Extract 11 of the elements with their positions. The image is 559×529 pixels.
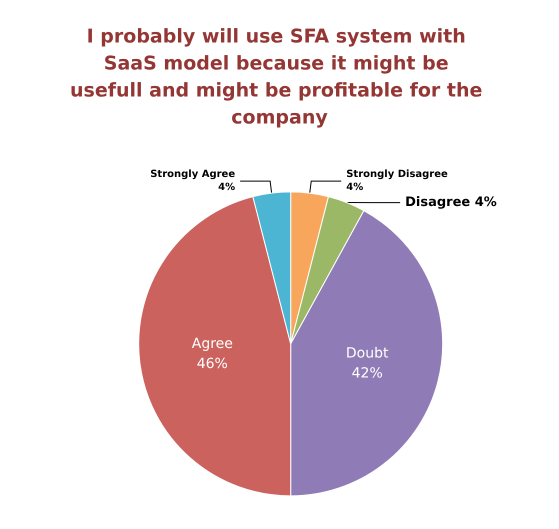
data-label: 42% <box>352 365 383 382</box>
slice-label: Strongly Agree <box>150 169 236 180</box>
slice-label: Agree <box>192 336 233 352</box>
slice-label: Disagree <box>405 195 470 210</box>
data-label: 4% <box>218 182 236 194</box>
slice-label: Strongly Disagree <box>346 169 448 180</box>
data-label: 4% <box>474 195 497 210</box>
data-label: 46% <box>196 356 228 372</box>
data-label: 4% <box>346 182 364 194</box>
chart-title: I probably will use SFA system with SaaS model because it might be usefull and might be profitable for the company <box>70 26 489 128</box>
slice-label: Doubt <box>346 345 389 362</box>
